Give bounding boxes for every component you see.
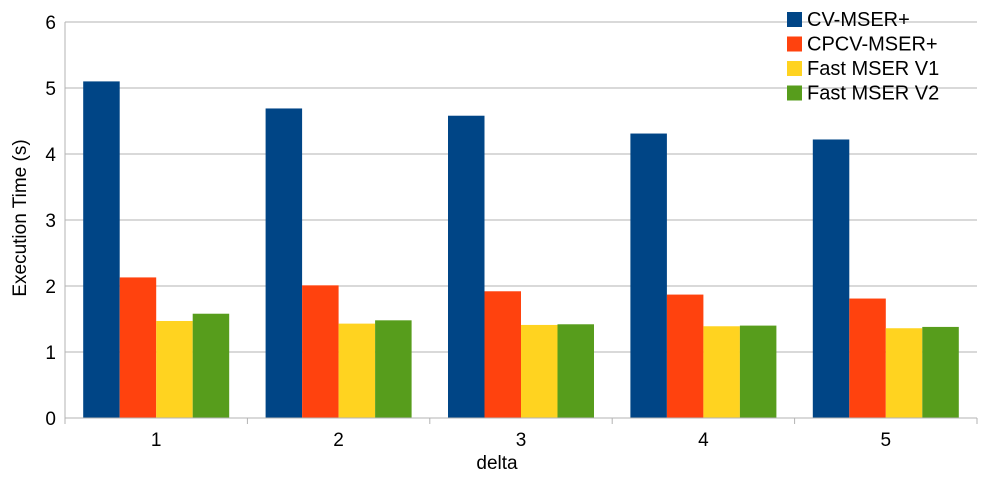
legend-label: CPCV-MSER+ xyxy=(807,34,938,56)
y-tick-label: 5 xyxy=(45,79,56,100)
bar-cpcv-mser-5 xyxy=(849,298,886,418)
axes xyxy=(64,22,978,424)
bar-cv-mser-3 xyxy=(448,115,485,418)
x-tick-label: 5 xyxy=(881,430,892,451)
bar-cv-mser-5 xyxy=(812,139,850,419)
y-tick-label: 4 xyxy=(45,145,56,166)
y-tick-labels: 0 1 2 3 4 5 6 xyxy=(45,13,56,430)
y-axis-label: Execution Time (s) xyxy=(10,139,31,296)
bar-fast-mser-v1-3 xyxy=(521,324,558,418)
legend-swatch xyxy=(787,12,802,27)
bar-cpcv-mser-3 xyxy=(484,291,521,418)
y-tick-label: 0 xyxy=(45,409,56,430)
bar-cv-mser-4 xyxy=(630,133,667,419)
legend-swatch xyxy=(787,85,802,101)
legend-swatch xyxy=(787,36,802,52)
legend-label: CV-MSER+ xyxy=(807,9,910,31)
bar-fast-mser-v2-5 xyxy=(922,326,959,418)
x-tick-label: 1 xyxy=(151,430,162,451)
bar-cv-mser-2 xyxy=(265,108,303,419)
x-tick-label: 2 xyxy=(333,430,344,451)
bar-cv-mser-1 xyxy=(83,81,120,419)
x-tick-label: 3 xyxy=(516,430,527,451)
bar-fast-mser-v1-5 xyxy=(885,328,923,418)
x-tick-label: 4 xyxy=(698,430,709,451)
bar-fast-mser-v2-4 xyxy=(739,325,777,418)
legend-label: Fast MSER V2 xyxy=(807,83,939,105)
legend: CV-MSER+ CPCV-MSER+Fast MSER V1 Fast MSER … xyxy=(787,9,939,105)
bar-fast-mser-v1-1 xyxy=(156,320,193,418)
legend-swatch xyxy=(787,61,802,76)
bar-fast-mser-v2-1 xyxy=(192,313,230,418)
bar-fast-mser-v1-2 xyxy=(338,323,376,418)
x-axis-label: delta xyxy=(476,453,518,474)
y-tick-label: 1 xyxy=(45,343,56,364)
bar-fast-mser-v2-3 xyxy=(557,324,594,418)
y-tick-label: 2 xyxy=(45,277,56,298)
bar-fast-mser-v1-4 xyxy=(703,326,740,418)
legend-label: Fast MSER V1 xyxy=(807,58,939,80)
y-tick-label: 6 xyxy=(45,13,56,34)
bar-fast-mser-v2-2 xyxy=(375,320,412,418)
y-tick-label: 3 xyxy=(45,211,56,232)
bar-cpcv-mser-4 xyxy=(666,294,704,418)
x-tick-labels: 1 2 3 4 5 xyxy=(151,430,891,451)
bar-cpcv-mser-2 xyxy=(302,285,339,418)
bars xyxy=(83,81,959,419)
bar-cpcv-mser-1 xyxy=(119,277,157,418)
